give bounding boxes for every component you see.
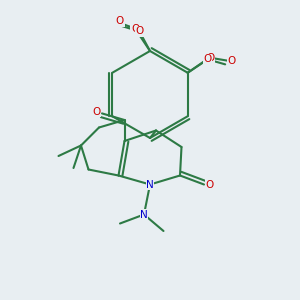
Text: O: O bbox=[205, 179, 214, 190]
Text: O: O bbox=[203, 54, 211, 64]
Text: O: O bbox=[227, 56, 235, 66]
Text: O: O bbox=[116, 16, 124, 26]
Text: O: O bbox=[131, 23, 139, 34]
Text: O: O bbox=[135, 26, 144, 37]
Text: N: N bbox=[146, 179, 154, 190]
Text: O: O bbox=[206, 53, 214, 63]
Text: O: O bbox=[92, 107, 101, 117]
Text: N: N bbox=[140, 209, 148, 220]
